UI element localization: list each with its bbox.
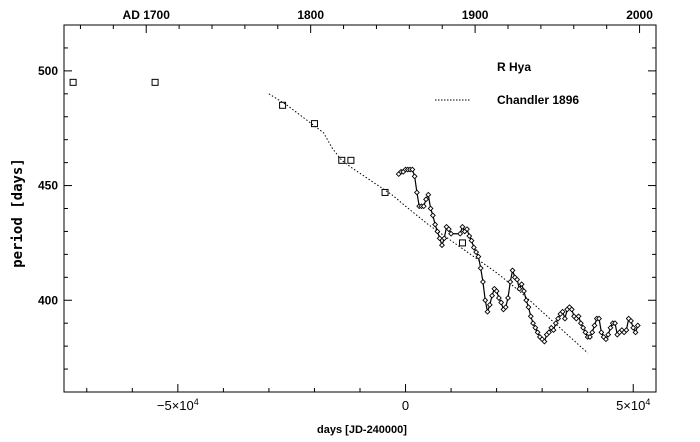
- diamond-point: [459, 223, 466, 230]
- square-point: [458, 239, 466, 247]
- square-point: [151, 78, 159, 86]
- diamond-point: [527, 313, 534, 320]
- diamond-point: [518, 281, 525, 288]
- diamond-point: [495, 295, 502, 301]
- x-tick-label: 5×104: [616, 397, 650, 413]
- diamond-point: [530, 320, 536, 327]
- diamond-point: [516, 285, 523, 292]
- diamond-point: [448, 230, 455, 237]
- diamond-point: [475, 253, 482, 260]
- diamond-point: [439, 242, 445, 249]
- x-tick-label: −5×104: [157, 397, 199, 413]
- diamond-point: [634, 322, 641, 329]
- diamond-point: [498, 299, 505, 306]
- diamond-point: [427, 205, 434, 212]
- diamond-point: [587, 334, 593, 340]
- diamond-point: [575, 313, 582, 320]
- legend-title: R Hya: [497, 60, 531, 74]
- diamond-point: [591, 322, 598, 329]
- legend-entry-chandler: Chandler 1896: [497, 93, 579, 107]
- diamond-point: [434, 228, 441, 235]
- diamond-point: [482, 297, 489, 304]
- y-tick-label: 500: [38, 64, 58, 78]
- diamond-point: [525, 304, 532, 311]
- diamond-point: [502, 304, 509, 311]
- diamond-point: [470, 244, 477, 251]
- diamond-point: [596, 315, 603, 322]
- diamond-point: [523, 297, 530, 304]
- diamond-point: [580, 324, 587, 331]
- diamond-point: [425, 191, 432, 198]
- diamond-point: [628, 317, 634, 324]
- top-tick-label: 2000: [626, 8, 653, 22]
- observed-period-line: [398, 168, 639, 343]
- y-tick-label: 400: [38, 293, 58, 307]
- diamond-point: [521, 288, 527, 295]
- diamond-point: [555, 315, 562, 322]
- chandler-curve: [268, 93, 589, 354]
- diamond-point: [568, 306, 575, 313]
- diamond-point: [489, 292, 495, 299]
- diamond-point: [420, 203, 427, 210]
- diamond-point: [561, 315, 568, 322]
- diamond-point: [445, 226, 452, 233]
- diamond-point: [468, 237, 475, 244]
- diamond-point: [552, 320, 559, 327]
- diamond-point: [473, 249, 480, 256]
- square-point: [310, 120, 318, 128]
- diamond-point: [602, 336, 609, 343]
- diamond-point: [534, 329, 541, 336]
- diamond-point: [484, 308, 491, 315]
- diamond-point: [477, 265, 484, 272]
- diamond-point: [632, 329, 639, 336]
- top-tick-label: AD 1700: [123, 8, 171, 22]
- diamond-point: [550, 327, 557, 334]
- diamond-point: [429, 212, 436, 219]
- x-tick-label: 0: [402, 398, 409, 413]
- x-axis-label: days [JD-240000]: [317, 424, 407, 436]
- diamond-point: [514, 276, 521, 283]
- square-point: [347, 156, 355, 164]
- diamond-point: [486, 301, 493, 308]
- diamond-point: [436, 235, 443, 242]
- diamond-point: [509, 267, 516, 274]
- diamond-point: [630, 324, 637, 331]
- diamond-point: [411, 173, 418, 180]
- square-point: [381, 188, 389, 196]
- y-tick-label: 450: [38, 179, 58, 193]
- diamond-point: [577, 320, 584, 327]
- diamond-point: [409, 166, 416, 173]
- diamond-point: [607, 324, 614, 331]
- square-point: [338, 156, 346, 164]
- diamond-point: [413, 189, 420, 196]
- top-tick-label: 1800: [297, 8, 324, 22]
- y-axis-label: period [days]: [10, 158, 26, 268]
- diamond-point: [546, 329, 552, 336]
- diamond-point: [589, 329, 596, 336]
- diamond-point: [507, 278, 514, 285]
- square-point: [69, 78, 77, 86]
- diamond-point: [582, 329, 589, 336]
- diamond-point: [432, 221, 439, 228]
- diamond-point: [466, 233, 473, 239]
- diamond-point: [505, 295, 511, 301]
- diamond-point: [493, 288, 500, 295]
- diamond-point: [541, 338, 548, 345]
- diamond-point: [598, 329, 605, 336]
- square-point: [279, 101, 287, 109]
- diamond-point: [480, 278, 486, 285]
- diamond-point: [612, 320, 618, 327]
- top-tick-label: 1900: [462, 8, 489, 22]
- diamond-point: [559, 308, 566, 315]
- diamond-point: [623, 327, 630, 334]
- diamond-point: [441, 235, 448, 242]
- diamond-point: [605, 331, 612, 338]
- diamond-point: [464, 226, 470, 233]
- diamond-point: [457, 230, 464, 237]
- diamond-point: [423, 196, 429, 203]
- diamond-point: [532, 324, 539, 331]
